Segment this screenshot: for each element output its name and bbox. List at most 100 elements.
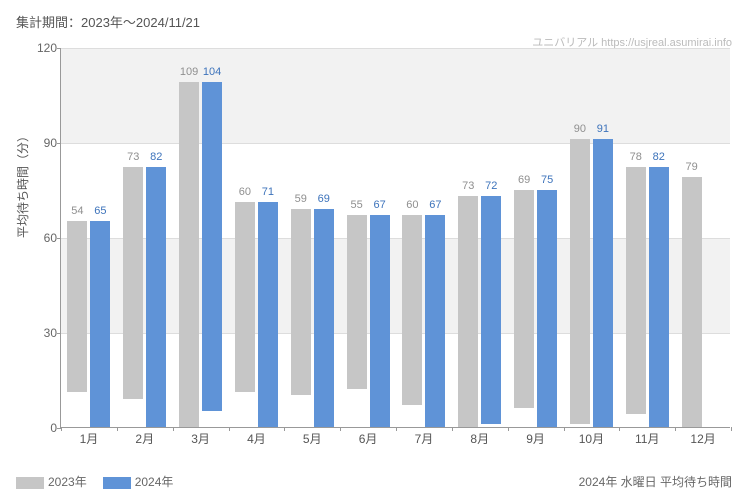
y-tick-mark bbox=[57, 238, 61, 239]
bar-value-label: 82 bbox=[653, 151, 665, 163]
bar-value-label: 73 bbox=[127, 151, 139, 163]
bar: 69 bbox=[514, 190, 534, 409]
bar-value-label: 54 bbox=[71, 205, 83, 217]
y-tick-mark bbox=[57, 333, 61, 334]
legend-item: 2024年 bbox=[103, 473, 174, 490]
bar-value-label: 109 bbox=[180, 66, 198, 78]
x-tick-mark bbox=[284, 427, 285, 431]
x-tick-mark bbox=[564, 427, 565, 431]
bar-group: 6975 bbox=[514, 190, 557, 428]
y-tick-label: 90 bbox=[31, 136, 57, 150]
x-tick-mark bbox=[675, 427, 676, 431]
y-tick-label: 60 bbox=[31, 231, 57, 245]
y-tick-mark bbox=[57, 48, 61, 49]
x-tick-mark bbox=[619, 427, 620, 431]
x-tick-mark bbox=[452, 427, 453, 431]
bar-group: 109104 bbox=[179, 82, 222, 427]
bar-value-label: 82 bbox=[150, 151, 162, 163]
bar-value-label: 55 bbox=[350, 199, 362, 211]
x-tick-mark bbox=[117, 427, 118, 431]
x-tick-mark bbox=[340, 427, 341, 431]
bar-group: 7382 bbox=[123, 167, 166, 427]
y-tick-mark bbox=[57, 143, 61, 144]
x-tick-label: 5月 bbox=[303, 430, 322, 447]
y-tick-label: 0 bbox=[31, 421, 57, 435]
plot-area: 030609012054651月73822月1091043月60714月5969… bbox=[60, 48, 730, 428]
bar-value-label: 75 bbox=[541, 174, 553, 186]
bar-value-label: 78 bbox=[630, 151, 642, 163]
bar-group: 5465 bbox=[67, 221, 110, 427]
aggregation-period: 集計期間：2023年～2024/11/21 bbox=[16, 12, 734, 31]
bar-group: 6067 bbox=[402, 215, 445, 427]
x-tick-label: 1月 bbox=[80, 430, 99, 447]
y-tick-label: 120 bbox=[31, 41, 57, 55]
bar-group: 7882 bbox=[626, 167, 669, 427]
bar: 73 bbox=[123, 167, 143, 398]
bar: 79 bbox=[682, 177, 702, 427]
bar-value-label: 104 bbox=[203, 66, 221, 78]
bar: 60 bbox=[402, 215, 422, 405]
x-tick-mark bbox=[61, 427, 62, 431]
bar: 72 bbox=[481, 196, 501, 424]
bar: 82 bbox=[146, 167, 166, 427]
bar-value-label: 67 bbox=[429, 199, 441, 211]
grid-band bbox=[61, 48, 730, 143]
bar-value-label: 60 bbox=[406, 199, 418, 211]
x-tick-label: 4月 bbox=[247, 430, 266, 447]
bar: 59 bbox=[291, 209, 311, 396]
bar: 65 bbox=[90, 221, 110, 427]
x-tick-mark bbox=[731, 427, 732, 431]
bar: 78 bbox=[626, 167, 646, 414]
bar-group: 5567 bbox=[347, 215, 390, 427]
bar-value-label: 71 bbox=[262, 186, 274, 198]
bar-value-label: 59 bbox=[295, 193, 307, 205]
bar-value-label: 65 bbox=[94, 205, 106, 217]
bar: 104 bbox=[202, 82, 222, 411]
bar: 67 bbox=[370, 215, 390, 427]
legend-swatch bbox=[103, 477, 131, 489]
footer-right-label: 2024年 水曜日 平均待ち時間 bbox=[579, 473, 732, 490]
bar-value-label: 67 bbox=[373, 199, 385, 211]
y-axis-label: 平均待ち時間（分） bbox=[14, 130, 31, 238]
grid-line bbox=[61, 48, 730, 49]
legend-item: 2023年 bbox=[16, 473, 87, 490]
bar: 90 bbox=[570, 139, 590, 424]
bar: 69 bbox=[314, 209, 334, 428]
x-tick-label: 9月 bbox=[526, 430, 545, 447]
x-tick-mark bbox=[173, 427, 174, 431]
bar-group: 9091 bbox=[570, 139, 613, 427]
x-tick-mark bbox=[508, 427, 509, 431]
x-tick-label: 11月 bbox=[635, 430, 659, 447]
legend-label: 2024年 bbox=[135, 475, 174, 489]
bar-value-label: 72 bbox=[485, 180, 497, 192]
x-tick-label: 3月 bbox=[191, 430, 210, 447]
bar: 75 bbox=[537, 190, 557, 428]
bar: 73 bbox=[458, 196, 478, 427]
x-tick-label: 8月 bbox=[470, 430, 489, 447]
y-tick-label: 30 bbox=[31, 326, 57, 340]
bar: 60 bbox=[235, 202, 255, 392]
bar-value-label: 69 bbox=[318, 193, 330, 205]
bar: 82 bbox=[649, 167, 669, 427]
bar-group: 7372 bbox=[458, 196, 501, 427]
bar-value-label: 91 bbox=[597, 123, 609, 135]
bar-value-label: 60 bbox=[239, 186, 251, 198]
bar-value-label: 90 bbox=[574, 123, 586, 135]
x-tick-mark bbox=[396, 427, 397, 431]
bar: 67 bbox=[425, 215, 445, 427]
x-tick-mark bbox=[229, 427, 230, 431]
legend: 2023年 2024年 bbox=[16, 473, 173, 490]
bar-group: 79 bbox=[682, 177, 725, 427]
chart-container: 集計期間：2023年～2024/11/21 ユニバリアル https://usj… bbox=[0, 0, 750, 500]
x-tick-label: 6月 bbox=[359, 430, 378, 447]
bar-value-label: 69 bbox=[518, 174, 530, 186]
bar-group: 6071 bbox=[235, 202, 278, 427]
bar: 54 bbox=[67, 221, 87, 392]
bar: 71 bbox=[258, 202, 278, 427]
bar: 55 bbox=[347, 215, 367, 389]
x-tick-label: 7月 bbox=[415, 430, 434, 447]
x-tick-label: 12月 bbox=[690, 430, 715, 447]
bar-value-label: 79 bbox=[685, 161, 697, 173]
bar-value-label: 73 bbox=[462, 180, 474, 192]
bar: 91 bbox=[593, 139, 613, 427]
